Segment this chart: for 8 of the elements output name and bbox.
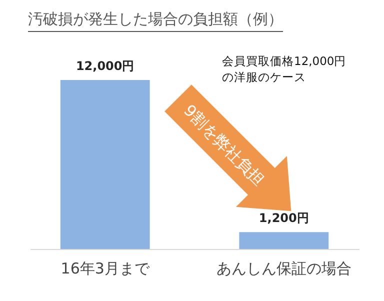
data-label: 12,000円 [76, 59, 134, 73]
x-tick-label: あんしん保証の場合 [216, 260, 352, 278]
x-tick-label: 16年3月まで [60, 260, 150, 278]
text: 会員買取価格12,000円 [222, 53, 346, 69]
annotation: の洋服のケース [222, 69, 307, 85]
annotation: 9割を弊社負担 [180, 100, 269, 190]
data-label: 1,200円 [258, 211, 309, 226]
chart-title: 汚破損が発生した場合の負担額（例） [28, 10, 283, 32]
